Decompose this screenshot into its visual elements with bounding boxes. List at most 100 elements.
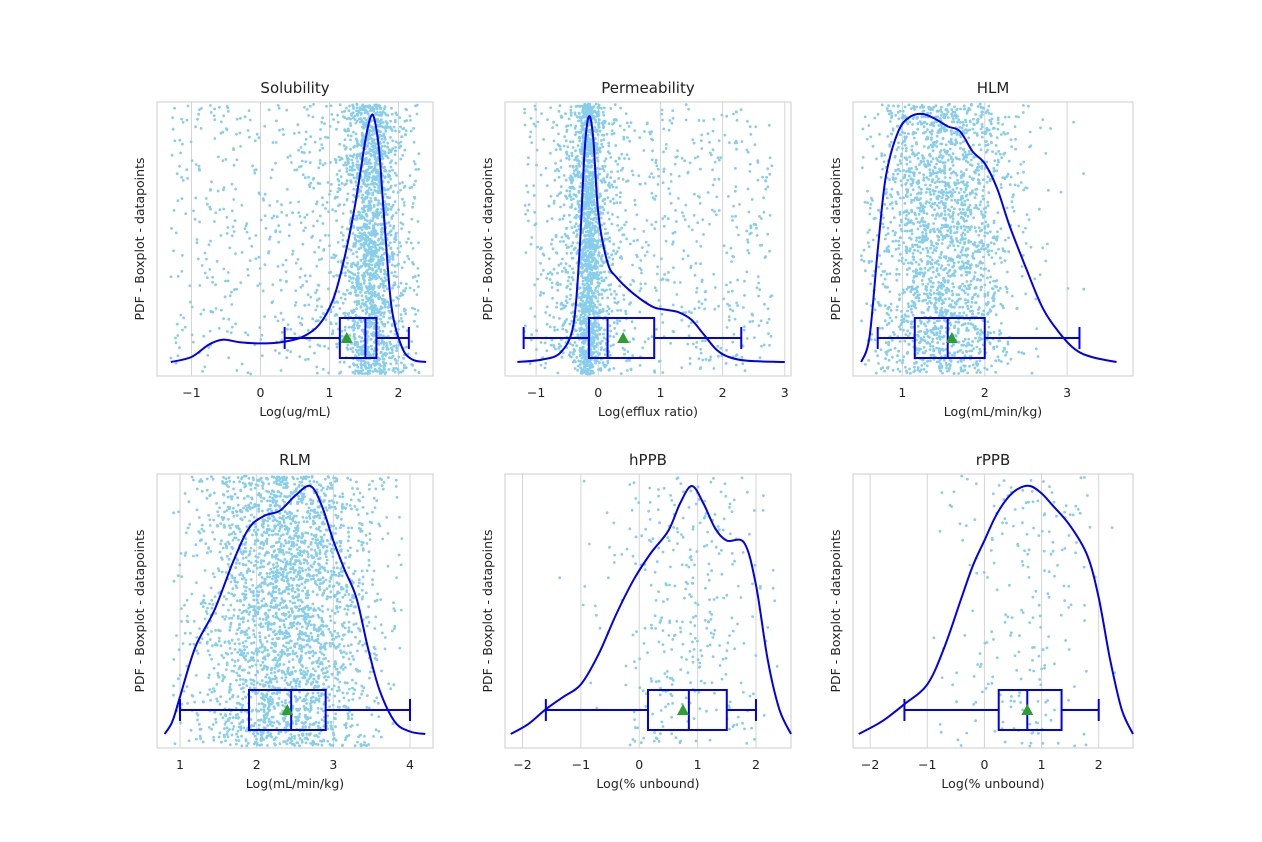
- datapoint: [399, 221, 403, 225]
- datapoint: [380, 137, 384, 141]
- datapoint: [589, 113, 593, 116]
- datapoint: [412, 262, 415, 266]
- datapoint: [297, 200, 300, 204]
- datapoint: [376, 111, 379, 114]
- datapoint: [360, 234, 364, 238]
- datapoint: [176, 334, 180, 337]
- datapoint: [376, 211, 379, 214]
- datapoint: [571, 146, 575, 149]
- datapoint: [712, 272, 716, 276]
- datapoint: [359, 214, 363, 218]
- datapoint: [345, 163, 348, 167]
- datapoint: [300, 159, 304, 163]
- datapoint: [324, 207, 327, 210]
- datapoint: [359, 362, 363, 366]
- datapoint: [951, 217, 955, 221]
- datapoint: [318, 182, 322, 186]
- datapoint: [368, 251, 371, 254]
- datapoint: [623, 157, 626, 160]
- datapoint: [725, 326, 729, 329]
- datapoint: [243, 227, 247, 231]
- datapoint: [659, 304, 662, 308]
- datapoint: [615, 332, 619, 336]
- datapoint: [189, 140, 193, 144]
- datapoint: [373, 222, 377, 226]
- datapoint: [523, 324, 527, 328]
- datapoint: [544, 361, 548, 365]
- datapoint: [377, 199, 380, 203]
- datapoint: [735, 353, 739, 357]
- datapoint: [612, 367, 616, 370]
- datapoint: [181, 120, 185, 124]
- datapoint: [565, 156, 568, 160]
- datapoint: [730, 289, 734, 293]
- datapoint: [360, 264, 364, 268]
- datapoint: [597, 125, 601, 129]
- datapoint: [539, 293, 542, 297]
- datapoint: [188, 284, 192, 288]
- datapoint: [586, 186, 589, 190]
- datapoint: [684, 103, 688, 106]
- datapoint: [597, 277, 601, 281]
- datapoint: [574, 195, 578, 198]
- datapoint: [246, 129, 250, 132]
- datapoint: [174, 361, 178, 365]
- datapoint: [317, 319, 320, 322]
- datapoint: [639, 268, 643, 272]
- datapoint: [402, 204, 406, 207]
- datapoint: [722, 244, 726, 248]
- datapoint: [365, 223, 369, 227]
- datapoint: [563, 135, 567, 139]
- datapoint: [619, 240, 623, 244]
- datapoint: [953, 354, 956, 357]
- datapoint: [357, 359, 360, 362]
- datapoint: [982, 178, 985, 182]
- datapoint: [363, 175, 367, 179]
- datapoint: [593, 320, 596, 324]
- datapoint: [173, 106, 176, 110]
- datapoint: [392, 252, 396, 256]
- datapoint: [585, 270, 589, 273]
- datapoint: [527, 219, 530, 223]
- datapoint: [565, 189, 569, 193]
- datapoint: [651, 149, 654, 153]
- datapoint: [220, 120, 223, 124]
- datapoint: [203, 271, 207, 275]
- datapoint: [360, 336, 364, 340]
- datapoint: [264, 226, 268, 230]
- datapoint: [580, 124, 583, 128]
- datapoint: [716, 344, 720, 348]
- datapoint: [291, 252, 294, 256]
- datapoint: [319, 128, 322, 131]
- datapoint: [608, 288, 612, 291]
- datapoint: [368, 172, 371, 176]
- datapoint: [276, 319, 280, 323]
- datapoint: [360, 207, 364, 210]
- datapoint: [181, 328, 184, 332]
- datapoint: [349, 264, 353, 268]
- datapoint: [571, 343, 575, 347]
- datapoint: [383, 175, 387, 179]
- datapoint: [238, 131, 242, 135]
- datapoint: [612, 132, 616, 135]
- datapoint: [601, 361, 605, 364]
- datapoint: [657, 299, 661, 302]
- datapoint: [587, 292, 591, 295]
- datapoint: [400, 320, 404, 323]
- datapoint: [586, 233, 590, 237]
- datapoint: [299, 321, 302, 325]
- datapoint: [417, 167, 420, 171]
- datapoint: [218, 105, 221, 109]
- datapoint: [367, 262, 371, 266]
- datapoint: [354, 348, 358, 352]
- datapoint: [176, 354, 180, 358]
- datapoint: [349, 292, 353, 295]
- datapoint: [577, 210, 581, 214]
- datapoint: [415, 103, 419, 107]
- datapoint: [747, 251, 751, 255]
- datapoint: [215, 259, 219, 263]
- datapoint: [587, 159, 590, 162]
- datapoint: [386, 180, 390, 184]
- datapoint: [388, 257, 392, 261]
- datapoint: [375, 107, 379, 111]
